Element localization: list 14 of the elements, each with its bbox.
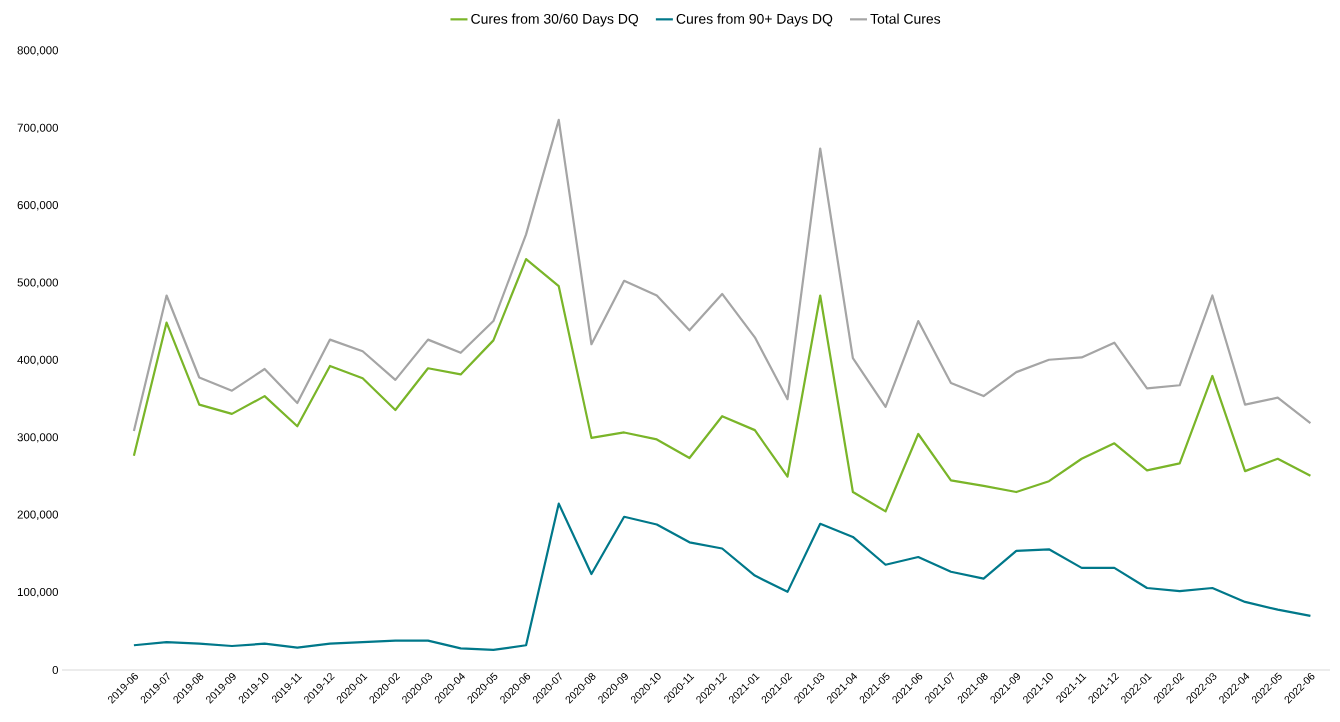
legend-label: Cures from 90+ Days DQ (676, 13, 833, 27)
y-tick-label: 100,000 (17, 587, 59, 598)
y-tick-label: 300,000 (17, 433, 59, 443)
y-tick-label: 700,000 (17, 123, 59, 134)
legend-label: Total Cures (870, 13, 941, 24)
y-tick-label: 500,000 (17, 278, 59, 288)
y-tick-label: 0 (52, 665, 59, 675)
y-tick-label: 600,000 (17, 201, 59, 211)
y-tick-label: 800,000 (17, 46, 59, 56)
line-series (132, 118, 1312, 433)
y-tick-label: 400,000 (17, 355, 59, 366)
legend-label: Cures from 30/60 Days DQ (471, 13, 639, 27)
y-tick-label: 200,000 (17, 510, 59, 520)
line-series (132, 258, 1312, 513)
